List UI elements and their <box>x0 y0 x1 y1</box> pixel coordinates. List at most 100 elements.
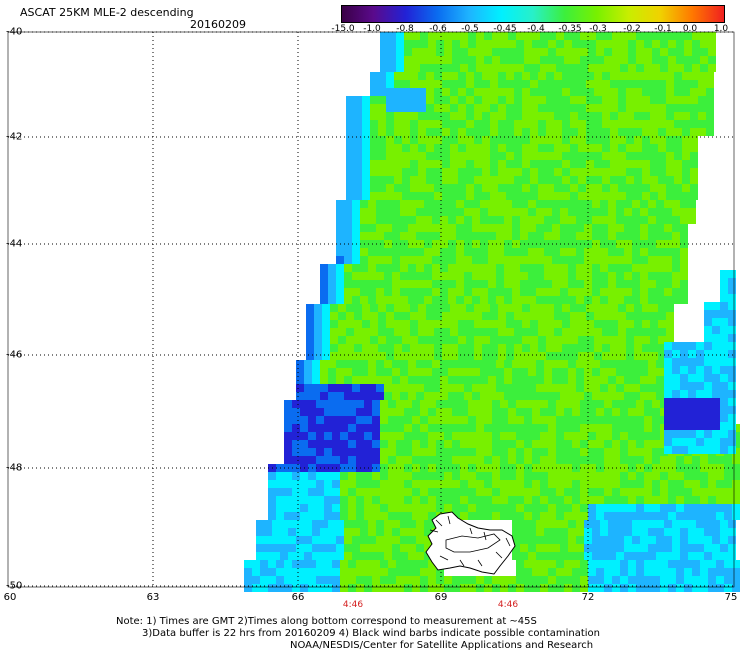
swath-cell <box>500 40 508 48</box>
swath-cell <box>256 528 264 536</box>
swath-cell <box>380 512 388 520</box>
swath-cell <box>402 176 410 184</box>
swath-cell <box>492 32 500 40</box>
swath-cell <box>642 184 650 192</box>
swath-cell <box>626 344 634 352</box>
swath-cell <box>380 56 388 64</box>
swath-cell <box>500 576 508 584</box>
map-frame <box>7 31 735 588</box>
swath-cell <box>272 528 280 536</box>
swath-cell <box>352 208 360 216</box>
swath-cell <box>384 392 392 400</box>
lon-label: 66 <box>291 592 305 603</box>
swath-cell <box>708 576 716 584</box>
swath-cell <box>428 48 436 56</box>
swath-cell <box>378 144 386 152</box>
swath-cell <box>352 544 360 552</box>
swath-cell <box>396 448 404 456</box>
swath-cell <box>688 366 696 374</box>
swath-cell <box>308 496 316 504</box>
swath-cell <box>684 488 692 496</box>
swath-cell <box>580 32 588 40</box>
swath-cell <box>546 112 554 120</box>
swath-cell <box>424 208 432 216</box>
swath-cell <box>376 552 384 560</box>
swath-cell <box>612 64 620 72</box>
swath-cell <box>620 56 628 64</box>
swath-cell <box>356 432 364 440</box>
swath-cell <box>434 160 442 168</box>
swath-cell <box>568 248 576 256</box>
swath-cell <box>506 120 514 128</box>
swath-cell <box>370 352 378 360</box>
swath-cell <box>648 280 656 288</box>
swath-cell <box>336 256 344 264</box>
swath-cell <box>700 64 708 72</box>
swath-cell <box>360 272 368 280</box>
swath-cell <box>354 104 362 112</box>
swath-cell <box>324 440 332 448</box>
swath-cell <box>378 112 386 120</box>
swath-cell <box>586 312 594 320</box>
swath-cell <box>362 144 370 152</box>
swath-cell <box>616 200 624 208</box>
swath-cell <box>410 128 418 136</box>
swath-cell <box>516 440 524 448</box>
swath-cell <box>440 368 448 376</box>
swath-cell <box>706 72 714 80</box>
swath-cell <box>440 248 448 256</box>
swath-cell <box>596 424 604 432</box>
swath-cell <box>388 584 396 592</box>
swath-cell <box>434 120 442 128</box>
swath-cell <box>370 192 378 200</box>
swath-cell <box>602 320 610 328</box>
swath-cell <box>610 88 618 96</box>
swath-cell <box>498 120 506 128</box>
swath-cell <box>720 414 728 422</box>
swath-cell <box>500 416 508 424</box>
swath-cell <box>540 32 548 40</box>
swath-cell <box>404 440 412 448</box>
swath-cell <box>458 176 466 184</box>
swath-cell <box>264 528 272 536</box>
swath-cell <box>570 304 578 312</box>
swath-cell <box>650 184 658 192</box>
swath-cell <box>572 400 580 408</box>
swath-cell <box>660 40 668 48</box>
swath-cell <box>346 96 354 104</box>
swath-cell <box>440 216 448 224</box>
swath-cell <box>402 120 410 128</box>
swath-cell <box>340 512 348 520</box>
lon-label: 69 <box>434 592 448 603</box>
swath-cell <box>634 160 642 168</box>
swath-cell <box>452 488 460 496</box>
swath-cell <box>684 560 692 568</box>
swath-cell <box>364 456 372 464</box>
swath-cell <box>522 344 530 352</box>
swath-cell <box>560 528 568 536</box>
swath-cell <box>332 432 340 440</box>
swath-cell <box>468 496 476 504</box>
swath-cell <box>400 536 408 544</box>
swath-cell <box>498 80 506 88</box>
swath-cell <box>530 168 538 176</box>
swath-cell <box>500 400 508 408</box>
swath-cell <box>600 264 608 272</box>
swath-cell <box>604 568 612 576</box>
swath-cell <box>520 216 528 224</box>
swath-cell <box>408 384 416 392</box>
swath-cell <box>690 88 698 96</box>
swath-cell <box>656 224 664 232</box>
swath-cell <box>442 152 450 160</box>
swath-cell <box>474 80 482 88</box>
swath-cell <box>288 528 296 536</box>
swath-cell <box>604 440 612 448</box>
swath-cell <box>588 480 596 488</box>
swath-cell <box>370 104 378 112</box>
swath-cell <box>450 336 458 344</box>
swath-cell <box>362 104 370 112</box>
swath-cell <box>658 184 666 192</box>
swath-cell <box>522 328 530 336</box>
swath-cell <box>620 416 628 424</box>
swath-cell <box>668 488 676 496</box>
